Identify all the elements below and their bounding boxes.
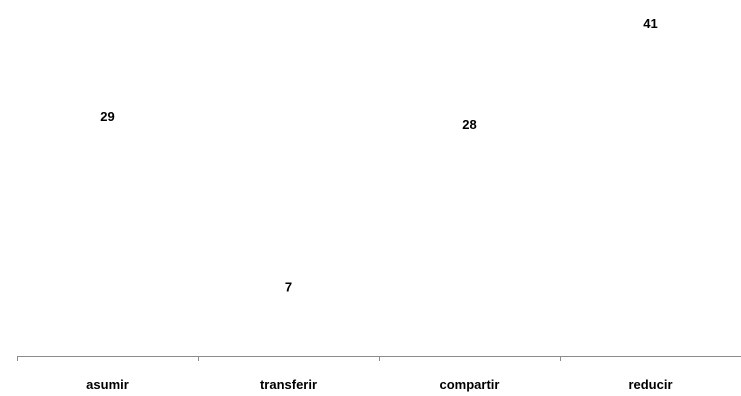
category-label: compartir	[440, 377, 500, 392]
x-axis-ticks	[17, 356, 561, 361]
bar	[596, 38, 705, 356]
category-label: transferir	[260, 377, 317, 392]
bar	[415, 139, 524, 356]
data-label: 7	[285, 280, 292, 295]
bars	[53, 38, 705, 356]
data-label: 29	[100, 109, 114, 124]
data-labels: 29 7 28 41	[100, 16, 657, 295]
data-label: 41	[643, 16, 657, 31]
category-label: reducir	[628, 377, 672, 392]
category-label: asumir	[86, 377, 129, 392]
data-label: 28	[462, 117, 476, 132]
category-labels: asumir transferir compartir reducir	[86, 377, 672, 392]
bar	[53, 131, 162, 356]
bar	[234, 302, 343, 356]
